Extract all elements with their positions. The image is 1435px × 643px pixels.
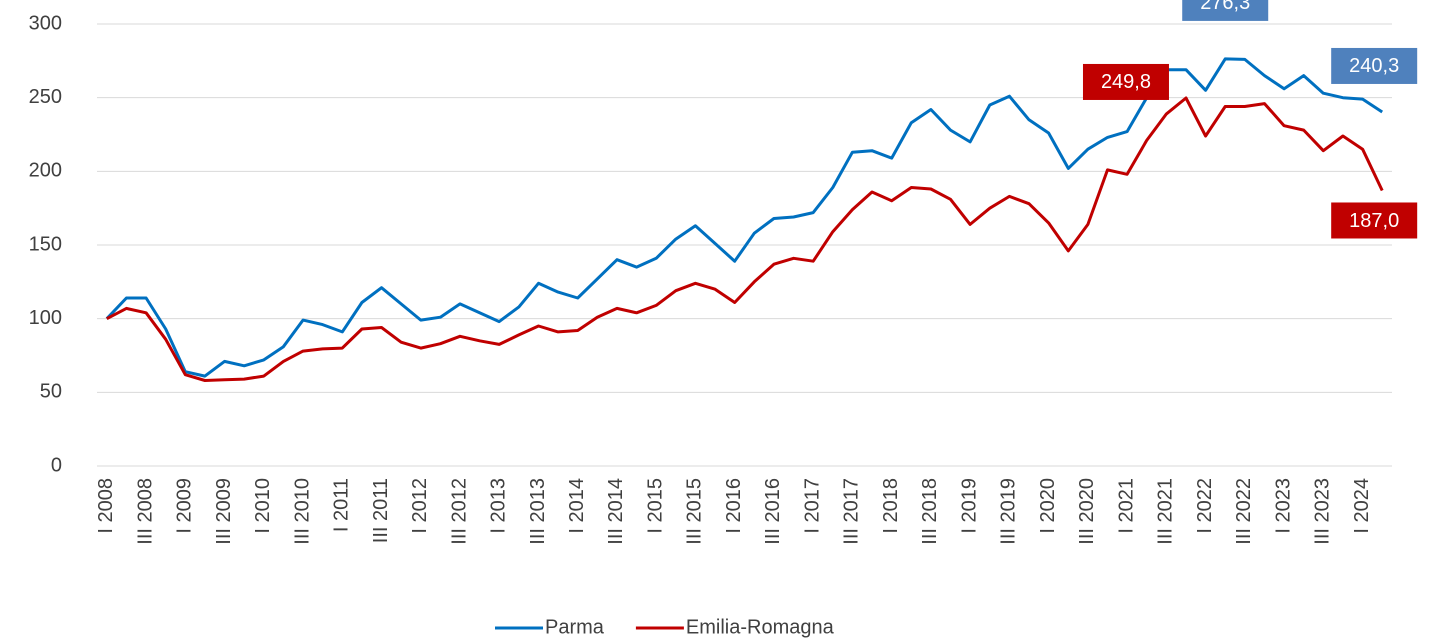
- data-label: 249,8: [1101, 71, 1151, 93]
- data-label-box: [1082, 63, 1169, 100]
- x-tick-label: III 2011: [370, 478, 392, 543]
- series-line: [105, 57, 1384, 378]
- data-label: 240,3: [1349, 55, 1399, 77]
- x-tick-label: I 2022: [1194, 478, 1216, 534]
- x-tick-label: III 2015: [684, 478, 706, 545]
- x-tick-label: III 2012: [448, 478, 470, 545]
- x-tick-label: III 2018: [919, 478, 941, 545]
- x-tick-label: III 2016: [762, 478, 784, 545]
- x-tick-label: I 2024: [1351, 478, 1373, 534]
- x-tick-label: I 2017: [801, 478, 823, 534]
- x-tick-label: III 2008: [134, 478, 156, 545]
- x-tick-label: III 2023: [1312, 478, 1334, 545]
- data-label-box: [1331, 47, 1418, 84]
- x-tick-label: III 2019: [998, 478, 1020, 545]
- x-tick-label: I 2011: [331, 478, 353, 532]
- x-tick-label: I 2008: [95, 478, 117, 534]
- y-tick-label: 250: [29, 86, 62, 108]
- y-tick-label: 100: [29, 307, 62, 329]
- y-tick-label: 150: [29, 233, 62, 255]
- data-label: 187,0: [1349, 210, 1399, 232]
- x-tick-label: I 2018: [880, 478, 902, 534]
- x-tick-label: I 2012: [409, 478, 431, 534]
- x-tick-label: I 2019: [958, 478, 980, 534]
- data-label-box: [1182, 0, 1269, 21]
- series-line: [106, 96, 1384, 382]
- x-tick-label: III 2017: [841, 478, 863, 545]
- x-tick-label: I 2015: [644, 478, 666, 534]
- x-tick-label: I 2009: [174, 478, 196, 534]
- x-tick-label: III 2020: [1076, 478, 1098, 545]
- data-label-box: [1331, 202, 1418, 239]
- x-tick-label: III 2014: [605, 478, 627, 545]
- legend-label: Emilia-Romagna: [686, 616, 835, 638]
- x-tick-label: III 2021: [1155, 478, 1177, 545]
- x-tick-label: III 2022: [1233, 478, 1255, 545]
- x-tick-label: III 2010: [291, 478, 313, 545]
- x-tick-label: I 2010: [252, 478, 274, 534]
- x-tick-label: I 2013: [488, 478, 510, 534]
- y-tick-label: 50: [40, 381, 62, 403]
- data-label: 276,3: [1200, 0, 1250, 14]
- y-tick-label: 200: [29, 160, 62, 182]
- x-tick-label: III 2009: [213, 478, 235, 545]
- x-tick-label: I 2023: [1272, 478, 1294, 534]
- x-tick-label: I 2021: [1115, 478, 1137, 534]
- y-tick-label: 300: [29, 12, 62, 34]
- x-tick-label: I 2016: [723, 478, 745, 534]
- x-tick-label: III 2013: [527, 478, 549, 545]
- x-tick-label: I 2020: [1037, 478, 1059, 534]
- y-tick-label: 0: [51, 454, 62, 476]
- x-tick-label: I 2014: [566, 478, 588, 534]
- legend-label: Parma: [545, 616, 605, 638]
